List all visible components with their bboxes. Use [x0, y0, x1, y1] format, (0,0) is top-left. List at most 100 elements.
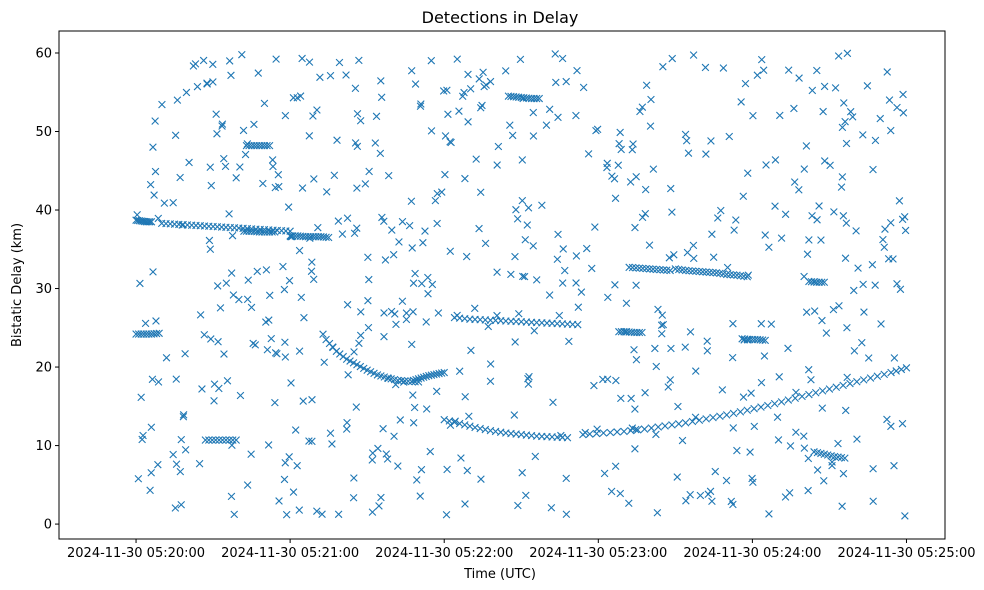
detection-point: [476, 188, 485, 197]
detection-point: [225, 436, 234, 444]
detection-point: [551, 50, 560, 58]
plot-frame: [58, 30, 946, 540]
detection-point: [666, 184, 675, 193]
detection-point: [635, 328, 644, 337]
detection-point: [409, 279, 418, 287]
detection-point: [741, 79, 750, 88]
detection-point: [481, 239, 490, 248]
detection-point: [625, 499, 633, 508]
detection-point: [818, 387, 827, 395]
detection-point: [203, 80, 211, 88]
detection-point: [664, 383, 673, 391]
detection-point: [632, 264, 640, 272]
detection-point: [696, 491, 705, 500]
detection-point: [898, 419, 907, 428]
detection-point: [565, 337, 573, 346]
detection-point: [151, 167, 160, 176]
detection-point: [887, 368, 895, 377]
detection-point: [172, 460, 181, 468]
detection-point: [271, 183, 280, 192]
y-tick-label: 40: [35, 204, 52, 219]
detection-point: [852, 227, 860, 235]
detection-point: [522, 491, 530, 500]
detection-point: [740, 336, 748, 344]
detection-point: [444, 110, 452, 119]
detection-point: [437, 369, 446, 377]
detection-point: [659, 266, 668, 274]
detection-point: [525, 372, 533, 381]
detection-point: [674, 420, 683, 428]
detection-point: [514, 501, 522, 510]
detection-point: [308, 437, 316, 446]
detection-point: [212, 110, 220, 118]
detection-point: [805, 390, 813, 399]
detection-point: [179, 412, 188, 421]
detection-point: [342, 425, 351, 433]
detection-point: [843, 373, 851, 382]
detection-point: [371, 139, 380, 147]
detection-point: [641, 185, 650, 194]
detection-point: [876, 114, 885, 123]
detection-point: [529, 108, 538, 117]
detection-point: [599, 375, 607, 384]
detection-point: [511, 338, 519, 346]
detection-point: [177, 500, 186, 509]
detection-point: [133, 211, 141, 219]
detection-point: [841, 406, 850, 415]
detection-point: [356, 331, 365, 340]
detection-point: [636, 107, 644, 116]
detection-point: [658, 311, 667, 319]
detection-point: [318, 510, 326, 519]
detection-point: [736, 408, 745, 416]
detection-point: [689, 254, 698, 263]
detection-point: [825, 385, 834, 393]
detection-point: [288, 232, 296, 241]
detection-point: [713, 214, 722, 222]
detection-point: [209, 60, 217, 69]
detection-point: [819, 477, 828, 485]
detection-point: [214, 337, 222, 346]
detection-point: [790, 178, 799, 186]
detection-point: [572, 252, 581, 260]
x-tick-label: 2024-11-30 05:22:00: [375, 546, 513, 561]
detection-point: [614, 161, 623, 169]
detection-point: [518, 468, 526, 477]
detection-point: [771, 202, 779, 210]
detection-point: [269, 162, 277, 171]
detection-point: [198, 385, 206, 393]
detection-point: [484, 322, 493, 331]
detection-point: [405, 221, 414, 230]
detection-point: [151, 117, 159, 125]
detection-point: [562, 510, 571, 519]
detection-point: [228, 231, 237, 240]
detection-point: [616, 489, 625, 498]
detection-point: [737, 98, 745, 106]
detection-point: [330, 171, 339, 180]
detection-point: [440, 368, 449, 377]
detection-point: [274, 170, 283, 179]
detection-point: [344, 370, 352, 379]
detection-point: [781, 493, 790, 501]
detection-point: [640, 425, 649, 433]
detection-point: [628, 263, 637, 272]
x-tick-label: 2024-11-30 05:25:00: [837, 546, 975, 561]
detection-point: [902, 364, 911, 372]
detection-point: [411, 80, 420, 88]
detection-point: [486, 77, 495, 86]
detection-point: [335, 350, 344, 358]
detection-point: [313, 507, 321, 515]
detection-point: [176, 173, 184, 182]
detection-point: [389, 250, 398, 259]
detection-point: [813, 66, 821, 75]
detection-point: [688, 417, 697, 426]
detection-point: [368, 449, 377, 457]
detection-point: [173, 96, 182, 104]
detection-point: [147, 423, 156, 432]
detection-point: [661, 422, 669, 430]
detection-point: [298, 54, 306, 63]
detection-point: [145, 218, 154, 226]
detection-point: [136, 279, 144, 288]
detection-point: [722, 411, 731, 419]
detection-point: [477, 475, 485, 483]
